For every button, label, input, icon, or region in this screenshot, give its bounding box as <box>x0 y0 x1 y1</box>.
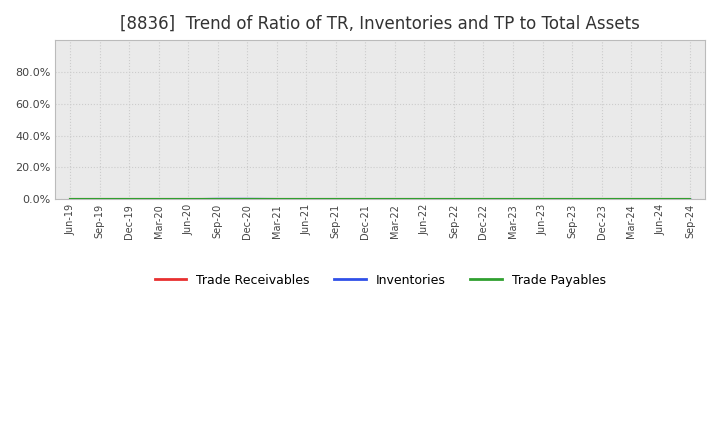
Legend: Trade Receivables, Inventories, Trade Payables: Trade Receivables, Inventories, Trade Pa… <box>150 268 611 292</box>
Title: [8836]  Trend of Ratio of TR, Inventories and TP to Total Assets: [8836] Trend of Ratio of TR, Inventories… <box>120 15 640 33</box>
